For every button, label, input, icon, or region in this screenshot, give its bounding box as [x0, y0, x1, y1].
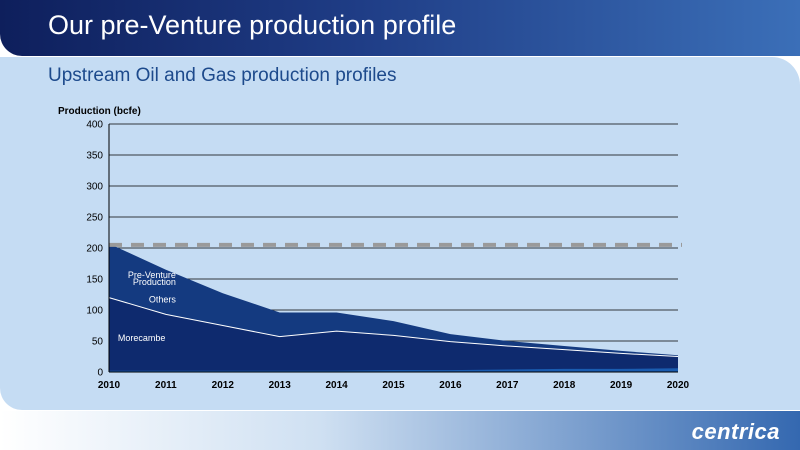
footer-band [0, 411, 800, 450]
x-tick-label: 2010 [98, 380, 121, 391]
x-tick-label: 2017 [496, 380, 519, 391]
x-tick-label: 2018 [553, 380, 576, 391]
y-axis-label: Production (bcfe) [58, 106, 141, 117]
x-tick-label: 2013 [269, 380, 292, 391]
y-tick-label: 100 [86, 306, 103, 317]
x-tick-label: 2019 [610, 380, 633, 391]
y-tick-label: 150 [86, 275, 103, 286]
area-annotation: Morecambe [118, 333, 166, 343]
y-tick-label: 400 [86, 120, 103, 131]
area-base [109, 368, 678, 372]
series-boundary-line [108, 297, 679, 357]
y-tick-label: 350 [86, 151, 103, 162]
area-annotation: Others [149, 295, 177, 305]
x-tick-label: 2020 [667, 380, 690, 391]
area-annotation: Production [133, 277, 176, 287]
axis-layer: 0 50 100 150 200 250 300 350 400 2010 2011 2012 2013… [86, 120, 689, 392]
x-tick-label: 2016 [439, 380, 462, 391]
x-tick-label: 2015 [382, 380, 405, 391]
slide-title: Our pre-Venture production profile [48, 10, 457, 40]
centrica-logo: centrica [691, 419, 780, 444]
x-tick-label: 2011 [155, 380, 177, 391]
area-layer [108, 243, 679, 372]
y-tick-label: 50 [92, 337, 104, 348]
y-tick-label: 0 [97, 368, 103, 379]
x-tick-label: 2014 [325, 380, 348, 391]
chart-subtitle: Upstream Oil and Gas production profiles [48, 65, 397, 86]
header-band [0, 0, 800, 56]
x-tick-label: 2012 [212, 380, 235, 391]
y-tick-label: 200 [86, 244, 103, 255]
area-others [109, 243, 678, 357]
area-annotation: Pre-Venture [128, 270, 176, 280]
area-morecambe [109, 297, 678, 372]
y-tick-label: 250 [86, 213, 103, 224]
y-tick-label: 300 [86, 182, 103, 193]
